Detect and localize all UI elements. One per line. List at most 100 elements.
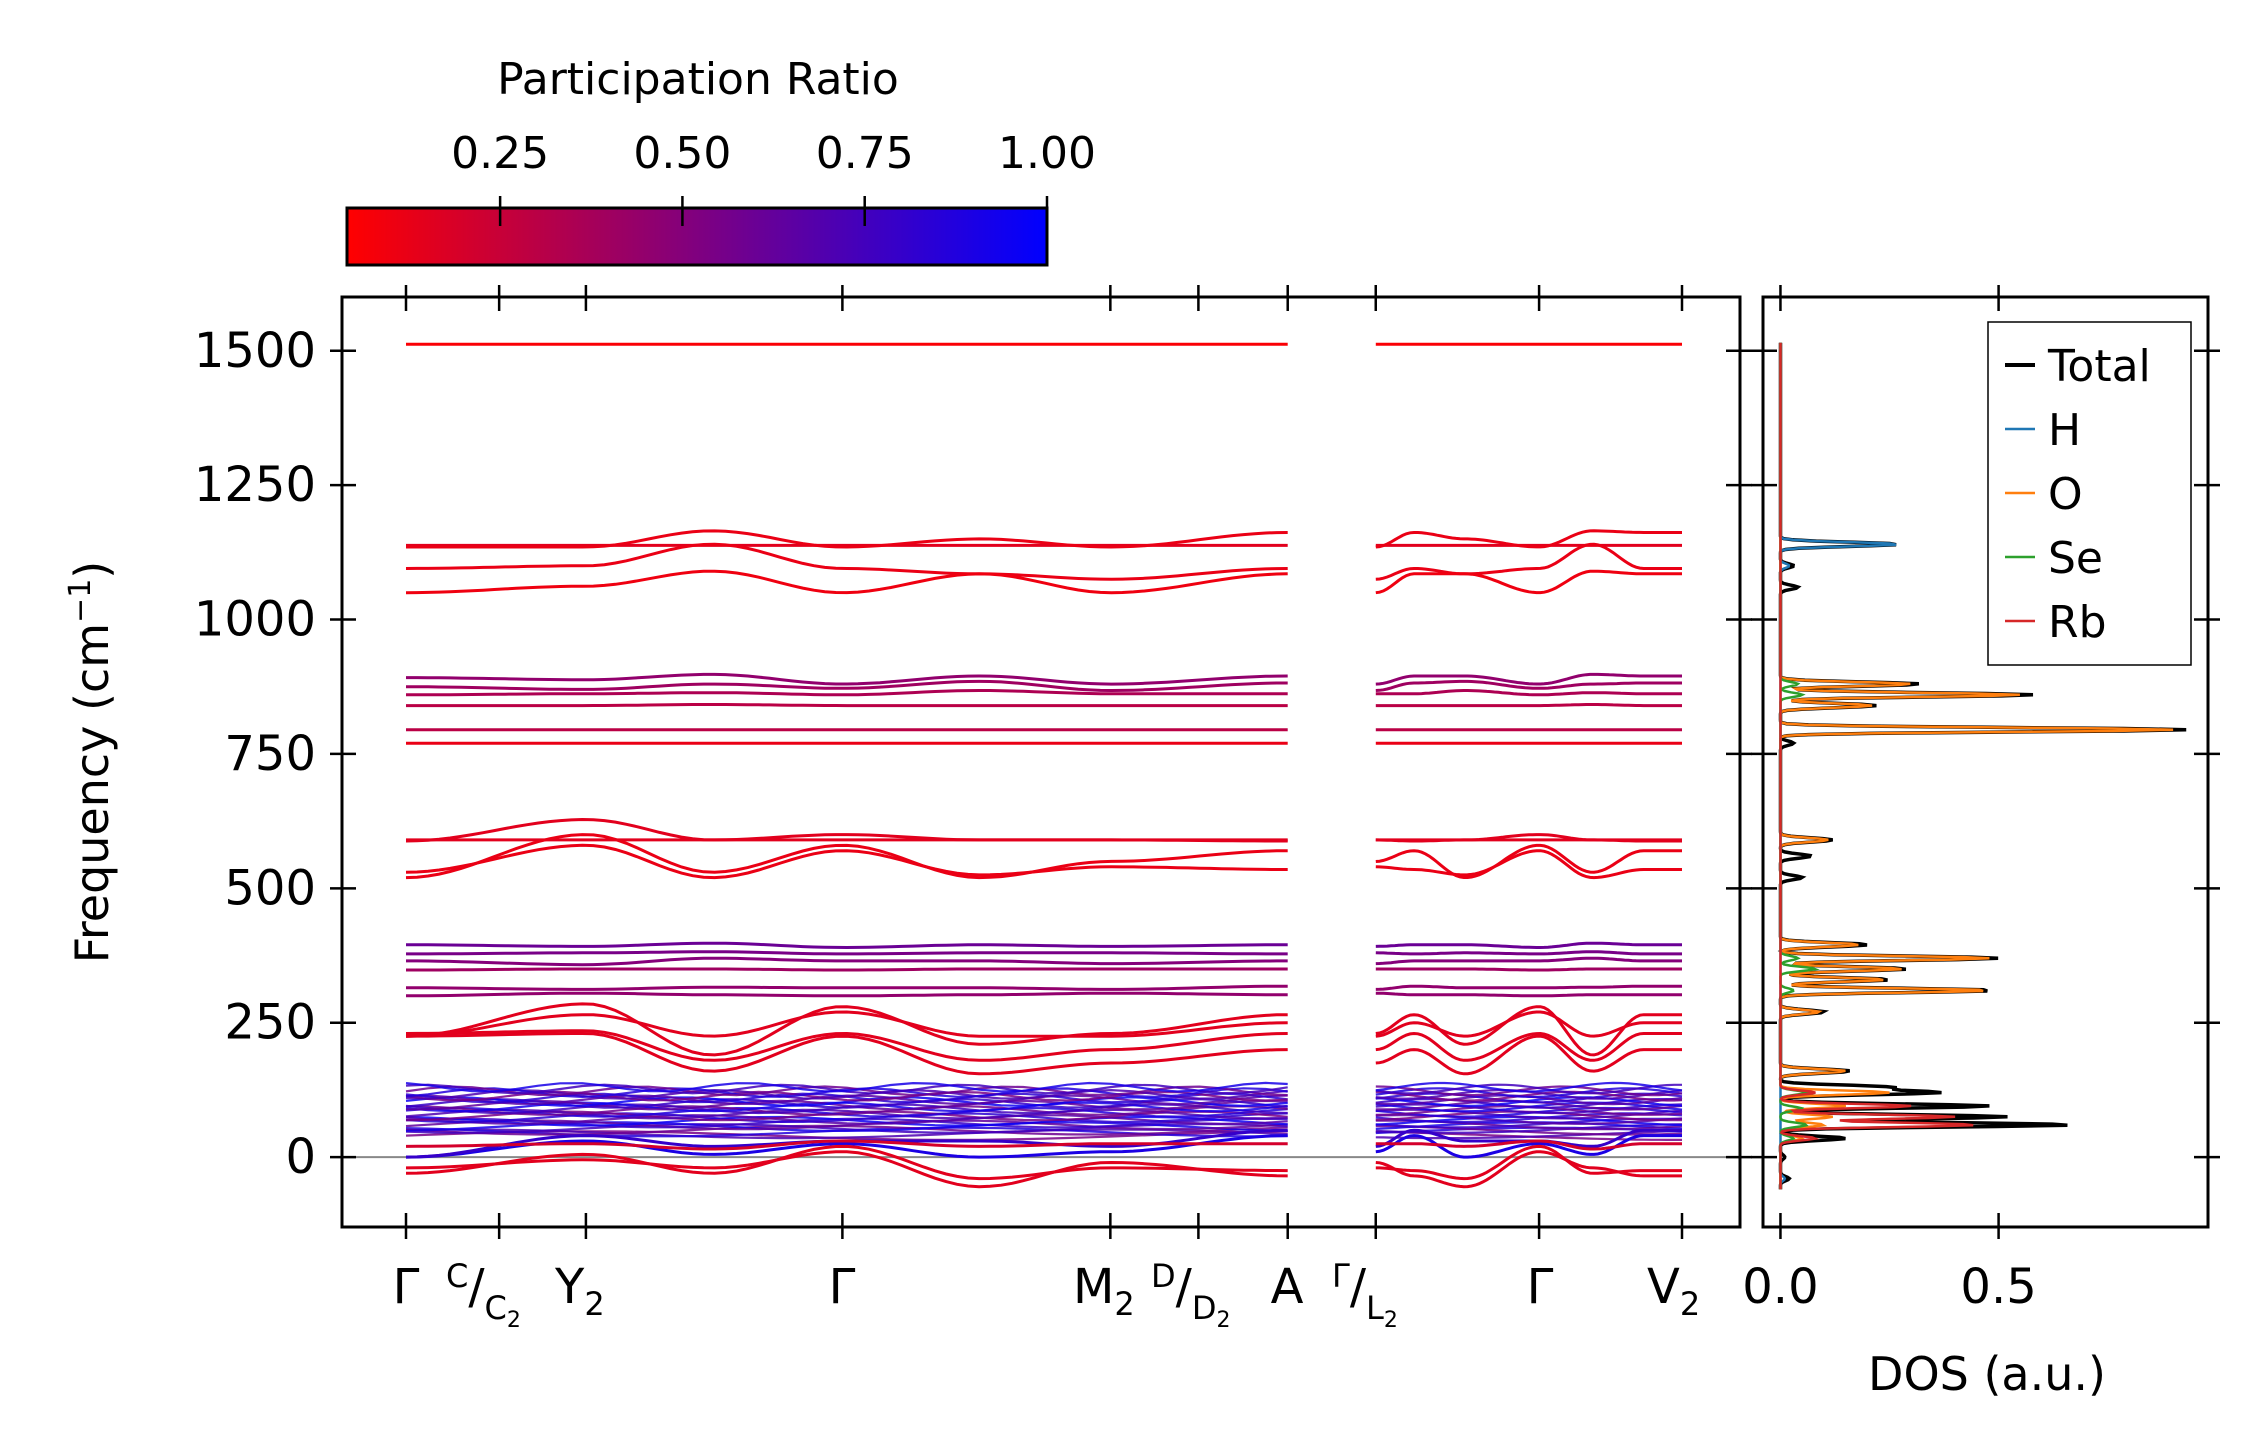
band-low-20 [405,1139,1288,1151]
band-180 [1375,1031,1682,1062]
band-plot-frame [340,295,1742,1229]
dos-x-tick-label: 0.0 [1742,1259,1818,1315]
y-tick-label: 1250 [194,457,316,513]
y-tick-label: 1500 [194,323,316,379]
dense-band-line [405,1085,1288,1097]
x-tick-gamma-over-l2: Γ/L2 [1332,1257,1398,1333]
dos-plot: 0.0 0.5 DOS (a.u.) Total HO Se Rb [1742,285,2220,1401]
dos-series-rb [1779,342,1974,1190]
y-tick-label: 1000 [194,592,316,648]
legend-label: H [2048,405,2081,456]
band-365 [1375,956,1682,966]
band-395 [1375,941,1682,949]
dense-band-line [405,1123,1288,1134]
dense-band-line [1375,1083,1682,1095]
x-tick-gamma-2: Γ [829,1259,856,1315]
band-530 [1375,849,1682,880]
y-axis-label: Frequency (cm−1) [63,561,119,964]
band-315 [406,984,1288,991]
dos-legend: Total HO Se Rb [1987,321,2192,666]
band-395 [406,941,1288,950]
band-low-20 [1375,1139,1682,1151]
band-840 [406,703,1288,708]
band-1140b [406,529,1288,549]
dos-series-h [1779,342,1897,1190]
band-570 [1375,843,1682,879]
band-neg-1 [1375,1144,1682,1181]
band-895 [1375,672,1682,686]
band-1050 [1375,569,1682,595]
band-280 [405,1002,1288,1057]
band-1100 [405,542,1288,581]
dense-band-line [1375,1081,1683,1093]
band-875 [405,679,1288,693]
dense-optical-bands [405,1081,1683,1141]
y-tick-label: 250 [224,995,316,1051]
dos-x-tick-label: 0.5 [1960,1259,2036,1315]
x-tick-v2: V2 [1647,1259,1700,1323]
band-315 [1375,984,1682,991]
colorbar-title: Participation Ratio [497,54,899,105]
legend-label: O [2048,469,2083,520]
y-tick-label: 0 [285,1129,316,1185]
colorbar-tick-label: 0.50 [633,128,731,179]
x-tick-m2: M2 [1073,1259,1135,1323]
band-160 [405,1032,1288,1076]
band-875 [1375,679,1682,692]
band-1050 [405,569,1288,595]
band-neg-2 [405,1150,1288,1189]
colorbar-gradient [345,206,1049,267]
band-acoustic-1 [405,1134,1288,1159]
band-895 [406,672,1288,686]
x-tick-gamma-1: Γ [393,1259,420,1315]
x-tick-labels: Γ C/C2 Y2 Γ M2 D/D2 A Γ/L2 Γ V2 [393,1257,1701,1333]
dense-band-line [405,1112,1288,1124]
band-300 [406,991,1288,998]
dense-band-line [1375,1085,1683,1097]
x-tick-gamma-3: Γ [1527,1259,1554,1315]
band-300 [1375,991,1682,998]
band-280 [1375,1005,1682,1057]
x-tick-a: A [1271,1259,1304,1315]
y-tick-label: 500 [224,860,316,916]
dense-band-line [405,1114,1288,1125]
band-380 [406,950,1288,956]
band-620 [1375,833,1682,843]
x-tick-d-over-d2: D/D2 [1151,1257,1230,1333]
band-365 [406,956,1288,967]
dense-band-line [405,1081,1288,1093]
dense-band-line [405,1119,1288,1131]
band-1140b [1375,529,1682,549]
band-neg-1 [405,1144,1288,1181]
dos-plot-frame [1761,295,2210,1229]
x-tick-y2: Y2 [554,1259,605,1323]
colorbar: Participation Ratio 0.25 0.50 0.75 1.00 [345,54,1096,267]
band-neg-2 [1375,1150,1682,1189]
band-160 [1375,1034,1682,1076]
dos-series-se [1779,342,1820,1190]
band-245 [1375,1010,1682,1038]
legend-label: Total [2047,341,2151,392]
band-acoustic-1 [1375,1134,1682,1159]
colorbar-tick-label: 0.75 [816,128,914,179]
band-180 [405,1029,1288,1062]
band-1100 [1375,542,1682,581]
band-245 [405,1010,1288,1038]
dense-band-line [405,1105,1288,1116]
band-350 [406,967,1288,972]
dense-band-line [405,1108,1288,1120]
band-350 [1375,967,1682,972]
band-620 [405,817,1288,843]
dense-band-line [406,1099,1288,1111]
x-tick-c-over-c2: C/C2 [446,1257,521,1333]
band-840 [1375,703,1682,708]
band-530 [405,843,1288,880]
legend-label: Se [2048,533,2103,584]
colorbar-tick-label: 0.25 [451,128,549,179]
y-tick-label: 750 [224,726,316,782]
band-860 [406,689,1288,697]
band-570 [405,833,1288,880]
band-860 [1375,689,1682,697]
